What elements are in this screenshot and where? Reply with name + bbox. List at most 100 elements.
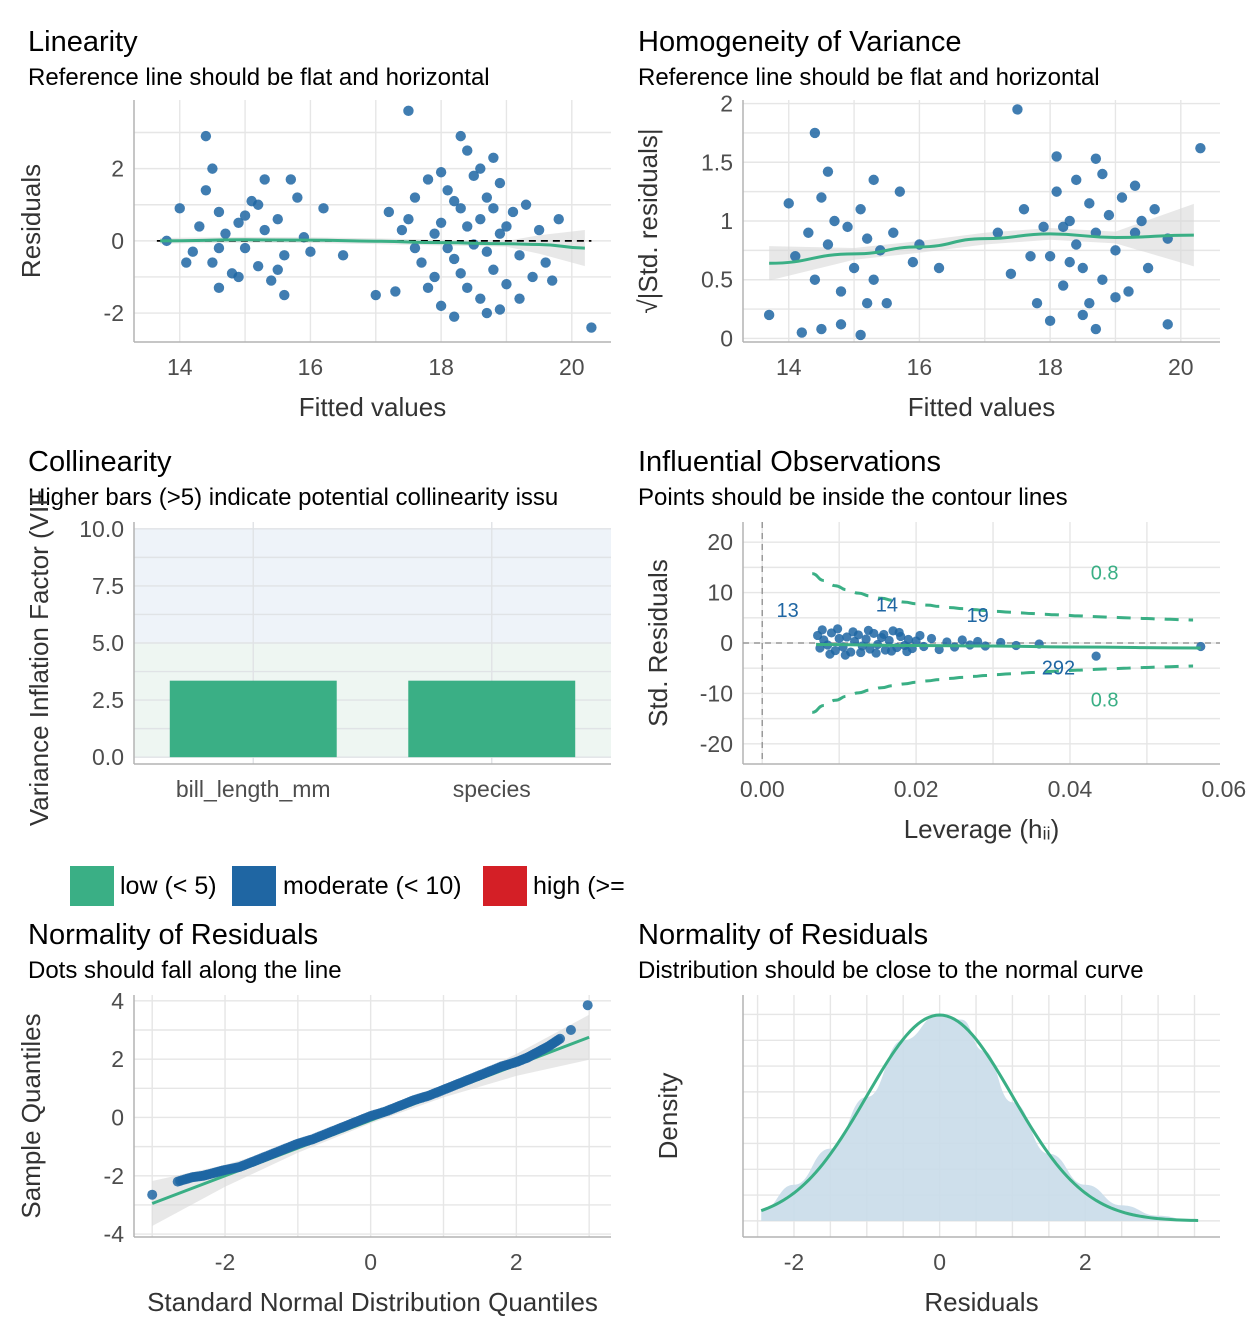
linearity-point: [475, 213, 486, 225]
qq-x-tick-label: 0: [364, 1249, 377, 1275]
homogeneity-point: [888, 227, 899, 238]
homogeneity-point: [1149, 204, 1160, 215]
homogeneity-point: [1051, 151, 1062, 162]
influential-point: [1196, 641, 1206, 652]
legend-label-moderate: moderate (< 10): [283, 872, 462, 900]
linearity-point: [409, 192, 421, 203]
homogeneity-x-tick-label: 14: [776, 354, 802, 380]
linearity-point: [448, 195, 460, 207]
homogeneity-point: [822, 239, 834, 250]
collinearity-y-tick-label: 0.0: [92, 744, 124, 770]
linearity-point: [553, 213, 564, 225]
influential-x-tick-label: 0.06: [1201, 776, 1246, 802]
influential-point-label: 14: [876, 595, 898, 617]
linearity-point: [422, 174, 434, 185]
homogeneity-point: [881, 298, 892, 309]
linearity-point: [337, 250, 349, 261]
linearity-point: [546, 275, 558, 286]
linearity-point: [194, 221, 205, 232]
influential-title: Influential Observations: [638, 446, 942, 478]
influential-point: [886, 646, 897, 656]
linearity-point: [533, 224, 545, 236]
linearity-point: [272, 213, 283, 225]
linearity-x-axis-title: Fitted values: [299, 392, 446, 422]
influential-point: [915, 630, 925, 641]
linearity-point: [383, 206, 395, 218]
homogeneity-point: [861, 233, 873, 244]
linearity-point: [462, 145, 473, 156]
influential-y-tick-label: 0: [720, 630, 733, 656]
homogeneity-point: [868, 274, 879, 285]
homogeneity-point: [861, 298, 873, 309]
influential-point: [871, 648, 881, 658]
linearity-point: [488, 152, 499, 163]
influential-point: [834, 633, 844, 644]
homogeneity-x-tick-label: 16: [907, 354, 933, 380]
homogeneity-y-tick-label: 0: [720, 325, 733, 351]
influential-point: [926, 633, 937, 644]
influential-subtitle: Points should be inside the contour line…: [638, 484, 1068, 511]
linearity-point: [527, 271, 538, 283]
homogeneity-point: [1090, 153, 1102, 164]
influential-y-tick-label: -20: [700, 731, 733, 757]
homogeneity-point: [1103, 209, 1115, 221]
linearity-point: [475, 163, 486, 174]
linearity-point: [475, 293, 486, 304]
linearity-point: [520, 199, 532, 210]
homogeneity-point: [1097, 168, 1108, 180]
homogeneity-point: [763, 309, 775, 321]
collinearity-subtitle: Higher bars (>5) indicate potential coll…: [28, 484, 559, 511]
vif-bar: [408, 680, 576, 758]
density-x-axis-title: Residuals: [924, 1287, 1038, 1317]
linearity-point: [416, 257, 427, 268]
linearity-point: [468, 170, 479, 182]
homogeneity-point: [790, 251, 801, 262]
homogeneity-y-tick-label: 1.5: [701, 149, 733, 175]
homogeneity-point: [1142, 262, 1154, 274]
collinearity-y-tick-label: 10.0: [79, 516, 124, 542]
linearity-point: [514, 250, 525, 261]
homogeneity-point: [1018, 204, 1030, 215]
influential-point: [957, 635, 967, 645]
vif-legend: low (< 5) moderate (< 10) high (>=: [70, 862, 626, 910]
influential-point-label: 13: [776, 600, 798, 622]
linearity-point: [481, 192, 493, 203]
linearity-x-tick-label: 14: [167, 354, 193, 380]
qq-y-tick-label: 2: [111, 1046, 124, 1072]
linearity-point: [429, 271, 440, 283]
density-y-axis-title: Density: [653, 1073, 683, 1160]
linearity-smooth-line: [160, 238, 585, 250]
homogeneity-y-tick-label: 2: [720, 91, 733, 117]
linearity-point: [462, 282, 473, 294]
influential-point: [861, 634, 871, 644]
qq-point: [147, 1189, 158, 1200]
homogeneity-point: [842, 221, 853, 233]
linearity-point: [409, 242, 421, 254]
influential-point: [894, 627, 904, 638]
homogeneity-point: [1097, 274, 1108, 285]
linearity-point: [494, 304, 506, 315]
linearity-y-tick-label: 2: [111, 156, 124, 182]
qq-y-tick-label: 4: [111, 988, 124, 1014]
linearity-point: [481, 307, 493, 319]
influential-x-axis-title: Leverage (hᵢᵢ): [904, 814, 1060, 844]
contour-label-lower: 0.8: [1091, 690, 1119, 712]
qq-x-tick-label: 2: [510, 1249, 523, 1275]
linearity-point: [318, 203, 329, 214]
normal-curve: [760, 1013, 1199, 1222]
legend-swatch-high: [483, 866, 527, 906]
linearity-point: [507, 206, 519, 218]
qq-x-axis-title: Standard Normal Distribution Quantiles: [147, 1287, 598, 1317]
density-x-tick-label: 0: [933, 1249, 946, 1275]
homogeneity-smooth-line: [769, 232, 1194, 265]
qq-title: Normality of Residuals: [28, 919, 319, 951]
homogeneity-point: [803, 227, 814, 238]
homogeneity-point: [1162, 319, 1173, 330]
influential-x-tick-label: 0.02: [894, 776, 939, 802]
influential-point: [840, 650, 850, 660]
linearity-point: [455, 268, 466, 279]
linearity-x-tick-label: 18: [428, 354, 454, 380]
linearity-point: [279, 250, 290, 261]
homogeneity-axes: 14 16 18 20 0 0.5 1 1.5 2 Fitted values √|Std. res…: [633, 91, 1220, 422]
influential-point: [856, 647, 866, 658]
